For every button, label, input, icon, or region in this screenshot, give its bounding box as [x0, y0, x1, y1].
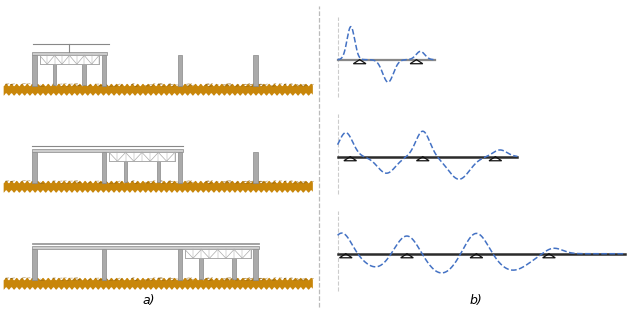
- Bar: [254, 152, 258, 183]
- Bar: [33, 152, 37, 183]
- Bar: [124, 161, 127, 182]
- Bar: [254, 55, 258, 86]
- Bar: [232, 258, 236, 279]
- Bar: [102, 152, 106, 183]
- Bar: [32, 243, 259, 244]
- Bar: [178, 55, 182, 86]
- Bar: [32, 149, 183, 152]
- Bar: [32, 246, 259, 249]
- Bar: [178, 249, 182, 280]
- Bar: [102, 249, 106, 280]
- Text: b): b): [470, 294, 483, 307]
- Bar: [33, 55, 37, 86]
- Bar: [32, 52, 107, 55]
- Bar: [178, 152, 182, 183]
- Text: a): a): [142, 294, 155, 307]
- Bar: [83, 64, 86, 85]
- Bar: [102, 55, 106, 86]
- Bar: [53, 64, 56, 85]
- Bar: [199, 258, 203, 279]
- Bar: [156, 161, 160, 182]
- Bar: [254, 249, 258, 280]
- Bar: [33, 249, 37, 280]
